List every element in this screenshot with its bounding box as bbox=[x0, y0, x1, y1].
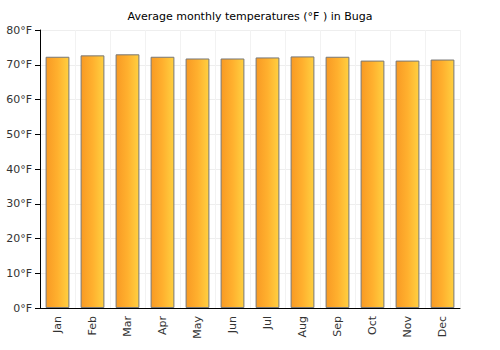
svg-text:Jun: Jun bbox=[226, 316, 239, 334]
svg-text:40°F: 40°F bbox=[6, 163, 32, 176]
svg-text:Jul: Jul bbox=[261, 316, 274, 330]
svg-text:Apr: Apr bbox=[156, 316, 169, 336]
svg-text:Nov: Nov bbox=[401, 316, 414, 338]
svg-text:Oct: Oct bbox=[366, 315, 379, 335]
svg-text:80°F: 80°F bbox=[6, 24, 32, 37]
svg-text:Feb: Feb bbox=[86, 316, 99, 335]
svg-text:10°F: 10°F bbox=[6, 267, 32, 280]
svg-text:Sep: Sep bbox=[331, 316, 344, 337]
svg-text:60°F: 60°F bbox=[6, 93, 32, 106]
svg-text:Mar: Mar bbox=[121, 316, 134, 337]
svg-text:0°F: 0°F bbox=[13, 302, 32, 315]
svg-text:Jan: Jan bbox=[51, 316, 64, 334]
svg-text:50°F: 50°F bbox=[6, 128, 32, 141]
svg-text:30°F: 30°F bbox=[6, 197, 32, 210]
svg-text:20°F: 20°F bbox=[6, 232, 32, 245]
svg-text:May: May bbox=[191, 316, 204, 339]
svg-text:70°F: 70°F bbox=[6, 58, 32, 71]
svg-text:Dec: Dec bbox=[436, 316, 449, 337]
svg-text:Aug: Aug bbox=[296, 316, 309, 337]
svg-text:Average monthly temperatures (: Average monthly temperatures (°F ) in Bu… bbox=[128, 10, 373, 23]
